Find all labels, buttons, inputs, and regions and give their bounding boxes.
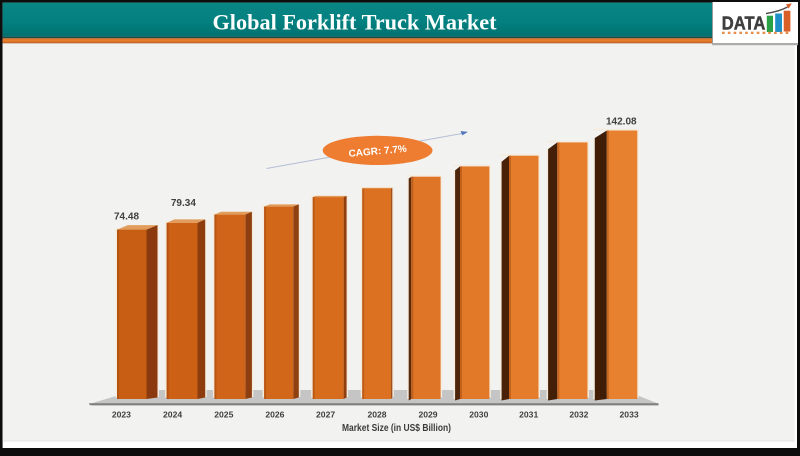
svg-text:79.34: 79.34 <box>171 198 196 209</box>
svg-text:2027: 2027 <box>316 410 335 420</box>
svg-text:2033: 2033 <box>620 410 639 420</box>
svg-text:2028: 2028 <box>367 410 386 420</box>
svg-text:Market Size (in US$ Billion): Market Size (in US$ Billion) <box>342 423 451 434</box>
svg-text:2026: 2026 <box>265 410 284 420</box>
svg-text:DATA: DATA <box>722 12 766 33</box>
svg-text:Global Forklift Truck Market: Global Forklift Truck Market <box>213 10 497 35</box>
svg-text:142.08: 142.08 <box>606 117 637 128</box>
svg-text:CAGR: 7.7%: CAGR: 7.7% <box>348 144 407 160</box>
svg-text:74.48: 74.48 <box>114 212 139 223</box>
svg-text:2023: 2023 <box>112 410 131 420</box>
svg-text:2025: 2025 <box>214 410 233 420</box>
svg-text:2029: 2029 <box>418 410 437 420</box>
svg-text:2031: 2031 <box>519 410 538 420</box>
svg-text:2032: 2032 <box>569 410 588 420</box>
svg-text:2030: 2030 <box>469 410 488 420</box>
svg-text:2024: 2024 <box>163 410 182 420</box>
